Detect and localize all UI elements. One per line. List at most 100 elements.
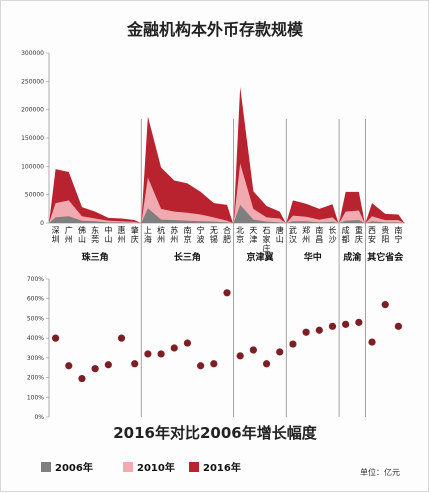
area-series-2010年 <box>286 215 339 223</box>
area-series-2006年 <box>49 216 141 223</box>
scatter-point <box>183 339 192 347</box>
y-tick-label: 50000 <box>25 192 44 199</box>
legend-label: 2016年 <box>203 461 241 474</box>
category-label: 中山 <box>104 225 112 244</box>
area-series-2006年 <box>286 221 339 223</box>
scatter-point <box>315 326 323 334</box>
group-label: 珠三角 <box>82 251 109 263</box>
category-label: 宁波 <box>197 225 205 244</box>
category-label: 南宁 <box>394 225 402 244</box>
deposit-chart-areas <box>49 87 405 223</box>
chart-title-growth: 2016年对比2006年增长幅度 <box>113 424 317 442</box>
category-label: 天津 <box>249 226 257 244</box>
scatter-point <box>249 346 257 354</box>
group-label: 京津冀 <box>246 251 273 263</box>
category-label: 东莞 <box>91 225 99 244</box>
y-tick-label: 600% <box>27 296 44 303</box>
area-series-2006年 <box>339 220 365 223</box>
group-label: 长三角 <box>174 251 201 263</box>
category-label: 惠州 <box>118 225 126 244</box>
area-series-2006年 <box>233 204 286 223</box>
y-tick-label: 200% <box>27 375 44 382</box>
unit-label: 单位：亿元 <box>360 467 400 477</box>
area-series-2010年 <box>141 177 233 223</box>
scatter-point <box>170 344 178 352</box>
y-tick-label: 500% <box>27 315 44 322</box>
scatter-point <box>104 361 112 369</box>
scatter-point <box>65 362 73 370</box>
legend-swatch <box>123 462 133 472</box>
scatter-point <box>368 338 376 346</box>
scatter-point <box>302 328 310 336</box>
legend-swatch <box>41 462 51 472</box>
scatter-point <box>91 365 99 373</box>
category-label: 唐山 <box>276 225 284 244</box>
category-label: 深圳 <box>52 226 60 244</box>
category-label: 成都 <box>342 225 350 244</box>
scatter-point <box>144 350 152 358</box>
y-tick-label: 0 <box>40 220 44 227</box>
legend-label: 2006年 <box>55 461 93 474</box>
category-label: 南京 <box>183 225 191 244</box>
chart-title-deposits: 金融机构本外币存款规模 <box>126 20 304 39</box>
y-tick-label: 300000 <box>21 50 44 57</box>
category-label: 无锡 <box>210 226 218 244</box>
area-series-2010年 <box>339 210 365 223</box>
category-label: 南昌 <box>315 225 323 244</box>
growth-chart-axes: 0% 100% 200% 300% 400% 500% 600% 700% <box>27 276 50 421</box>
growth-chart-points <box>51 289 403 383</box>
category-label: 西安 <box>368 226 376 244</box>
y-tick-label: 250000 <box>21 78 44 85</box>
category-label: 贵阳 <box>381 225 389 244</box>
y-tick-label: 100% <box>27 394 44 401</box>
scatter-point <box>276 348 284 356</box>
scatter-point <box>394 322 403 330</box>
group-label: 其它省会 <box>367 251 404 263</box>
scatter-point <box>381 301 389 309</box>
scatter-point <box>117 334 126 342</box>
y-tick-label: 0% <box>34 414 44 421</box>
group-label: 成渝 <box>343 251 362 263</box>
scatter-point <box>355 318 363 326</box>
category-label: 苏州 <box>170 225 178 244</box>
category-label: 佛山 <box>78 225 86 244</box>
scatter-point <box>342 320 350 328</box>
scatter-point <box>223 289 231 297</box>
legend: 2006年 2010年 2016年 <box>41 461 241 474</box>
area-series-2006年 <box>365 221 405 223</box>
legend-swatch <box>189 462 199 472</box>
scatter-point <box>289 340 297 348</box>
scatter-point <box>262 360 271 368</box>
area-series-2016年 <box>141 116 233 223</box>
y-tick-label: 150000 <box>21 135 44 142</box>
category-label: 长沙 <box>328 225 336 244</box>
scatter-point <box>210 360 218 368</box>
scatter-point <box>328 322 337 330</box>
y-tick-label: 200000 <box>21 107 44 114</box>
category-label: 郑州 <box>302 225 310 244</box>
group-label: 华中 <box>304 251 322 263</box>
category-label: 重庆 <box>355 225 363 244</box>
scatter-point <box>131 360 139 368</box>
category-label: 上海 <box>144 226 152 244</box>
category-label: 肇庆 <box>131 225 139 244</box>
y-tick-label: 700% <box>27 276 44 283</box>
y-tick-label: 400% <box>27 335 44 342</box>
category-label: 北京 <box>236 226 244 244</box>
legend-label: 2010年 <box>137 461 175 474</box>
y-tick-label: 300% <box>27 355 44 362</box>
scatter-point <box>51 334 60 342</box>
scatter-point <box>236 352 244 360</box>
y-tick-label: 100000 <box>21 163 44 170</box>
category-label: 合肥 <box>223 225 231 244</box>
category-label: 杭州 <box>157 225 165 244</box>
area-series-2010年 <box>233 163 286 223</box>
area-series-2010年 <box>365 216 405 223</box>
category-label: 广州 <box>65 225 73 244</box>
category-label: 武汉 <box>289 225 297 244</box>
area-series-2006年 <box>141 208 233 223</box>
deposit-chart-labels: 深圳广州佛山东莞中山惠州肇庆上海杭州苏州南京宁波无锡合肥北京天津石家庄唐山武汉郑… <box>52 225 405 263</box>
scatter-point <box>197 362 205 370</box>
